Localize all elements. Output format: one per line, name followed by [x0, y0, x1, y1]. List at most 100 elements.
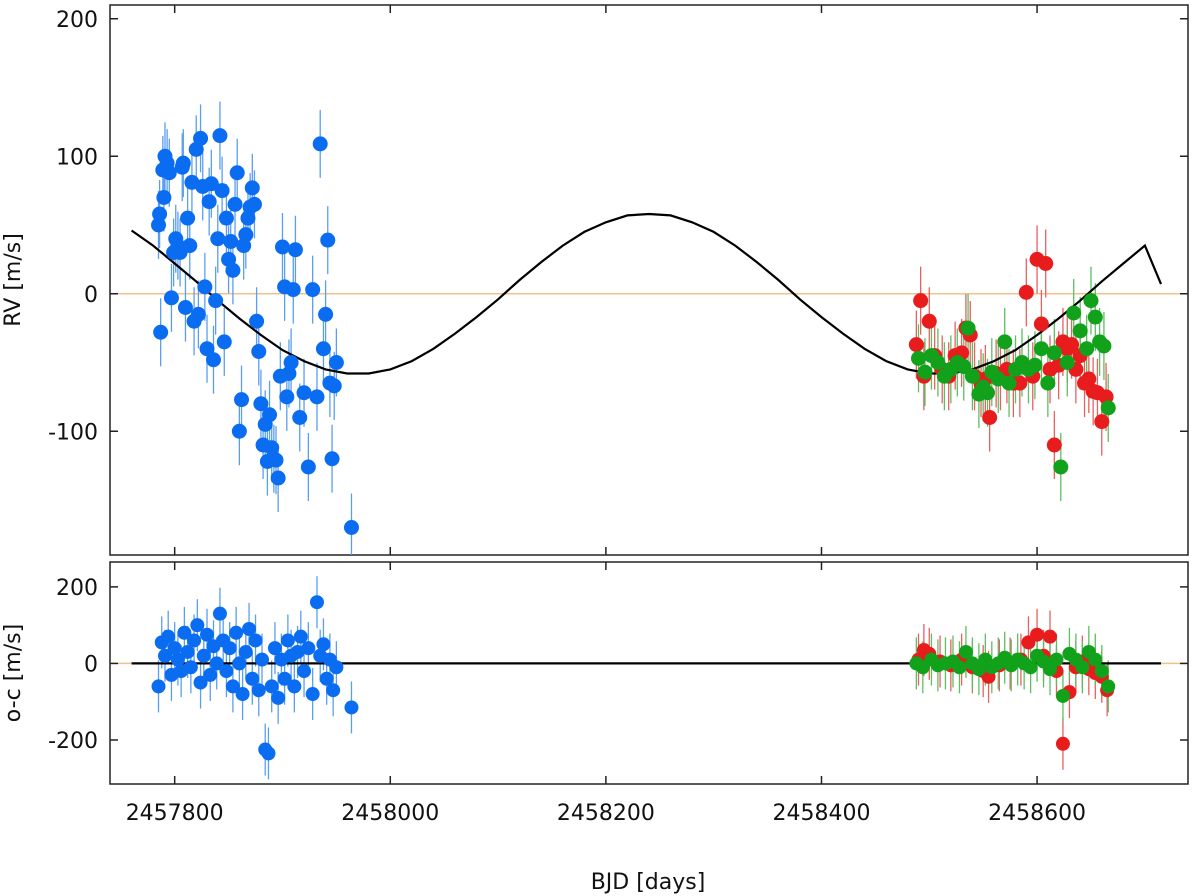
residual-point [254, 652, 269, 667]
residual-point [167, 641, 182, 656]
residual-point [209, 656, 224, 671]
residual-point [1049, 652, 1064, 667]
residual-point [177, 625, 192, 640]
residual-point [157, 648, 172, 663]
residual-point [271, 690, 286, 705]
rv-point [285, 282, 301, 298]
rv-point [979, 385, 995, 401]
rv-point [199, 341, 215, 357]
rv-point [1094, 414, 1110, 430]
x-axis-label: BJD [days] [591, 870, 706, 895]
rv-point [326, 378, 342, 394]
y-tick-label: 0 [84, 283, 98, 308]
rv-point [1046, 345, 1062, 361]
residual-plot-frame [109, 561, 1189, 785]
residual-point [225, 679, 240, 694]
rv-point [210, 231, 226, 247]
residual-point [183, 660, 198, 675]
rv-point [1081, 371, 1097, 387]
residual-point [187, 633, 202, 648]
residual-point [344, 700, 359, 715]
rv-point [182, 238, 198, 254]
residual-data-points [151, 595, 1116, 761]
rv-point [218, 210, 234, 226]
rv-point [249, 313, 265, 329]
residual-point [316, 637, 331, 652]
rv-y-tick-labels: 200 100 0 -100 [48, 8, 98, 446]
residual-point [222, 641, 237, 656]
residual-point [1030, 627, 1045, 642]
rv-point [180, 210, 196, 226]
residual-point [242, 621, 257, 636]
rv-point [1012, 375, 1028, 391]
residual-point [1088, 652, 1103, 667]
residual-point [293, 629, 308, 644]
y-tick-label: -200 [48, 729, 98, 754]
x-tick-labels: 2457800 2458000 2458200 2458400 2458600 [126, 801, 1086, 826]
rv-point [1083, 293, 1099, 309]
rv-point [312, 136, 328, 152]
x-tick-label: 2458000 [341, 801, 439, 826]
y-tick-label: -100 [48, 420, 98, 445]
x-tick-label: 2458600 [988, 801, 1086, 826]
rv-point [193, 130, 209, 146]
rv-point [177, 300, 193, 315]
rv-plot-frame [109, 4, 1189, 556]
residual-point [1094, 664, 1109, 679]
residual-point [290, 644, 305, 659]
rv-point [917, 364, 933, 380]
rv-point [244, 180, 260, 196]
rv-point [921, 313, 937, 329]
residual-point [319, 671, 334, 686]
residual-point [203, 667, 218, 682]
rv-point [270, 470, 286, 486]
rv-point [1072, 323, 1088, 339]
rv-point [234, 392, 250, 408]
rv-point [287, 242, 303, 258]
residual-point [297, 664, 312, 679]
rv-point [318, 306, 334, 322]
rv-point [268, 452, 284, 468]
rv-point [246, 196, 262, 212]
residual-point [238, 644, 253, 659]
rv-point [930, 355, 946, 370]
residual-point [193, 675, 208, 690]
rv-point [208, 293, 224, 309]
rv-point [216, 334, 232, 350]
rv-point [1046, 437, 1062, 453]
rv-point [1033, 316, 1049, 332]
residual-point [180, 644, 195, 659]
rv-point [964, 368, 980, 384]
rv-point [1059, 355, 1075, 370]
rv-panel: 200 100 0 -100 RV [m/s] [1, 4, 1189, 556]
rv-point [960, 320, 976, 336]
residual-point [1055, 736, 1070, 751]
rv-point [223, 234, 239, 249]
rv-axis-ticks [110, 5, 1188, 555]
residual-point [309, 595, 324, 610]
residual-point [326, 683, 341, 698]
rv-point [175, 155, 191, 171]
rv-point [1001, 375, 1017, 391]
rv-point [1096, 338, 1112, 354]
residual-point [251, 683, 266, 698]
rv-point [251, 344, 267, 359]
rv-point [343, 520, 359, 535]
x-tick-label: 2458200 [557, 801, 655, 826]
rv-point [1018, 284, 1034, 300]
rv-point [253, 396, 269, 412]
rv-point [274, 239, 290, 255]
rv-point [152, 206, 168, 222]
rv-point [292, 410, 308, 425]
rv-point [201, 194, 217, 210]
rv-point [1064, 337, 1080, 353]
rv-model-curve [130, 212, 1163, 375]
rv-point [913, 293, 929, 309]
rv-point [1079, 341, 1095, 357]
rv-point [1087, 309, 1103, 325]
residual-point [219, 664, 234, 679]
rv-point [190, 306, 206, 322]
residual-point [952, 660, 967, 675]
